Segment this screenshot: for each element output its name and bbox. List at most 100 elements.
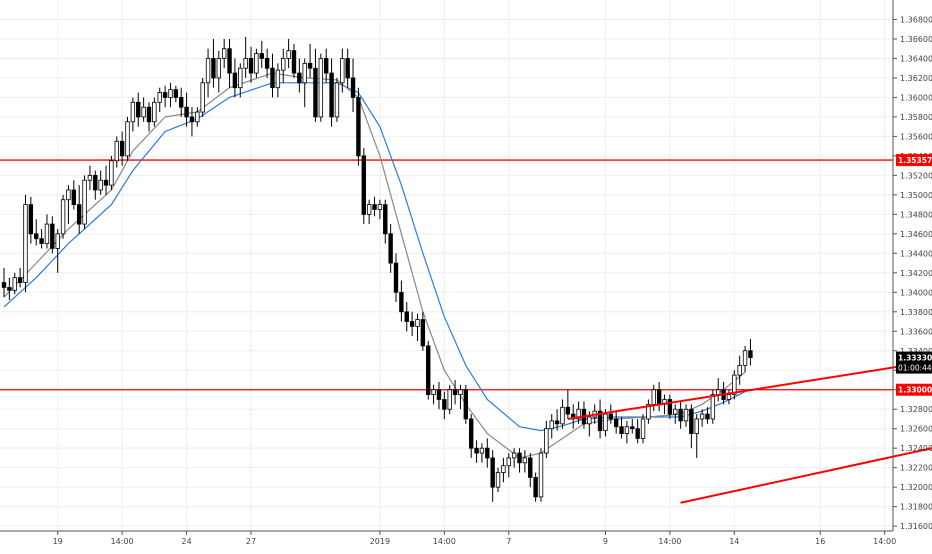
candle-body[interactable] [76,204,82,225]
candle-body[interactable] [259,53,264,59]
candle-body[interactable] [366,204,372,215]
candle-body[interactable] [232,72,238,89]
candle-body[interactable] [34,233,39,240]
candle-body[interactable] [350,77,356,98]
candle-body[interactable] [576,408,581,420]
candle-body[interactable] [656,389,662,405]
candle-body[interactable] [517,452,522,464]
candle-body[interactable] [323,58,329,74]
candle-body[interactable] [173,89,179,98]
candle-body[interactable] [710,394,716,420]
candle-body[interactable] [313,67,318,118]
candle-body[interactable] [479,447,485,454]
candle-body[interactable] [103,179,109,186]
candle-body[interactable] [742,350,748,366]
candle-body[interactable] [415,319,420,327]
candle-body[interactable] [560,406,565,425]
candle-body[interactable] [673,408,678,415]
candle-body[interactable] [420,319,426,347]
candle-body[interactable] [431,389,436,395]
candle-body[interactable] [495,472,501,488]
candle-body[interactable] [624,426,630,434]
candle-body[interactable] [205,58,211,84]
candle-body[interactable] [533,477,538,498]
candle-body[interactable] [442,399,447,410]
candle-body[interactable] [613,418,619,428]
candle-body[interactable] [334,82,340,118]
candle-body[interactable] [152,101,157,123]
candle-body[interactable] [87,174,93,181]
candle-body[interactable] [270,67,275,89]
candle-body[interactable] [179,97,184,108]
candle-body[interactable] [200,82,205,113]
candle-body[interactable] [458,389,463,395]
candle-body[interactable] [12,277,17,291]
candle-body[interactable] [404,311,409,322]
trendline[interactable] [680,390,932,504]
candle-body[interactable] [538,452,544,498]
candle-body[interactable] [699,413,705,420]
candle-body[interactable] [630,426,635,430]
candle-body[interactable] [82,179,87,225]
candle-body[interactable] [554,420,560,425]
candle-body[interactable] [307,62,313,69]
candle-body[interactable] [254,53,259,74]
candle-body[interactable] [587,416,592,425]
candle-body[interactable] [168,89,173,98]
candle-body[interactable] [125,121,130,157]
candle-body[interactable] [157,92,162,103]
candle-body[interactable] [640,418,646,439]
candle-body[interactable] [275,69,281,89]
candle-body[interactable] [28,204,34,235]
candle-body[interactable] [474,447,479,454]
candle-body[interactable] [667,399,673,415]
candle-body[interactable] [393,262,399,293]
candle-body[interactable] [383,204,388,235]
candle-body[interactable] [603,413,608,432]
candle-body[interactable] [227,48,232,74]
candle-body[interactable] [340,58,345,84]
candle-body[interactable] [55,233,60,249]
candle-body[interactable] [318,58,324,118]
candle-body[interactable] [463,389,469,420]
candle-body[interactable] [23,204,28,283]
candle-body[interactable] [141,106,146,118]
candle-body[interactable] [501,465,506,473]
candle-body[interactable] [98,179,103,191]
candle-body[interactable] [436,389,442,400]
candle-body[interactable] [345,58,350,79]
candle-body[interactable] [683,408,689,422]
candle-body[interactable] [490,457,495,488]
candle-body[interactable] [291,50,297,74]
candle-body[interactable] [544,428,549,454]
candle-body[interactable] [388,233,393,264]
candle-body[interactable] [71,189,77,206]
candle-body[interactable] [678,408,683,422]
candle-body[interactable] [211,58,216,79]
candle-body[interactable] [377,204,383,210]
candle-body[interactable] [409,321,415,327]
candle-body[interactable] [522,457,528,464]
candle-body[interactable] [511,452,517,459]
candle-body[interactable] [216,58,221,79]
candle-body[interactable] [356,97,361,157]
candle-body[interactable] [119,140,125,157]
candle-body[interactable] [302,62,307,84]
candle-body[interactable] [694,418,699,434]
candle-body[interactable] [705,413,710,420]
candle-body[interactable] [716,389,721,395]
candle-body[interactable] [248,58,254,74]
trendline[interactable] [567,346,932,420]
candle-body[interactable] [109,160,114,186]
candle-body[interactable] [737,364,742,376]
candle-body[interactable] [528,457,533,478]
candle-body[interactable] [1,282,7,288]
candle-body[interactable] [238,67,243,89]
candle-body[interactable] [184,106,189,118]
candle-body[interactable] [189,116,195,123]
candle-body[interactable] [635,428,640,439]
candle-body[interactable] [44,223,50,244]
candle-body[interactable] [485,447,490,459]
candle-body[interactable] [60,199,66,235]
